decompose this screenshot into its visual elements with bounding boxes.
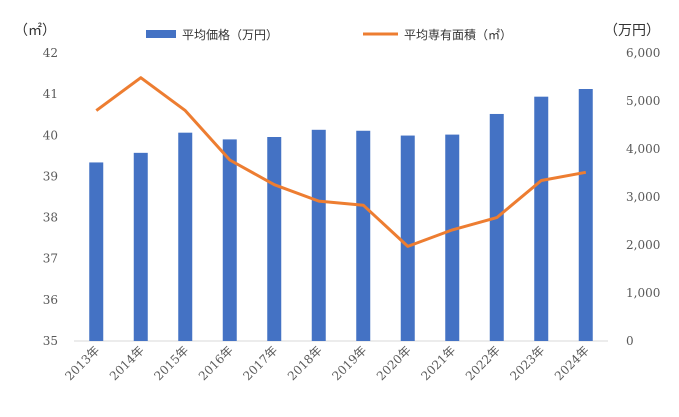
x-tick-label: 2022年: [463, 343, 503, 383]
price-bar: [445, 134, 460, 341]
x-tick-label: 2019年: [329, 343, 369, 383]
x-tick-label: 2023年: [507, 343, 547, 383]
left-tick-label: 37: [43, 252, 58, 266]
price-bar: [89, 162, 104, 341]
x-tick-label: 2013年: [62, 343, 102, 383]
x-tick-label: 2018年: [285, 343, 325, 383]
right-axis-ticks: 0 1,000 2,000 3,000 4,000 5,000 6,000: [626, 46, 660, 348]
right-axis-unit: （万円）: [604, 23, 660, 39]
x-tick-label: 2020年: [374, 343, 414, 383]
price-bar: [489, 113, 504, 342]
x-tick-label: 2024年: [552, 343, 592, 383]
price-bar: [356, 130, 371, 341]
right-tick-label: 0: [626, 334, 634, 348]
price-bar: [178, 132, 193, 341]
left-tick-label: 40: [43, 128, 58, 142]
price-bar: [267, 137, 282, 341]
left-tick-label: 41: [43, 87, 58, 101]
x-tick-label: 2016年: [196, 343, 236, 383]
x-axis-labels: 2013年 2014年 2015年 2016年 2017年 2018年 2019年 2020年…: [62, 343, 591, 383]
left-tick-label: 38: [43, 211, 58, 225]
left-tick-label: 35: [43, 334, 58, 348]
price-bar: [578, 89, 593, 341]
price-bar: [311, 129, 326, 341]
price-bar: [133, 152, 148, 341]
right-tick-label: 5,000: [626, 94, 660, 108]
legend-line-label: 平均専有面積（㎡）: [404, 27, 512, 42]
x-tick-label: 2015年: [151, 343, 191, 383]
price-bars: [89, 89, 593, 342]
right-tick-label: 6,000: [626, 46, 660, 60]
x-tick-label: 2014年: [107, 343, 147, 383]
right-tick-label: 3,000: [626, 190, 660, 204]
right-tick-label: 4,000: [626, 142, 660, 156]
area-series-line: [95, 76, 587, 248]
x-tick-label: 2021年: [418, 343, 458, 383]
right-tick-label: 1,000: [626, 286, 660, 300]
left-axis-unit: （㎡）: [14, 23, 56, 39]
left-tick-label: 36: [43, 293, 58, 307]
price-bar: [534, 96, 549, 342]
legend-bar-label: 平均価格（万円）: [182, 27, 278, 42]
price-bar: [400, 135, 415, 341]
left-tick-label: 42: [43, 46, 58, 60]
legend: 平均価格（万円） 平均専有面積（㎡）: [146, 27, 512, 42]
left-axis-ticks: 35 36 37 38 39 40 41 42: [43, 46, 58, 348]
right-tick-label: 2,000: [626, 238, 660, 252]
price-bar: [222, 139, 237, 341]
legend-bar-swatch: [146, 30, 176, 38]
x-tick-label: 2017年: [240, 343, 280, 383]
left-tick-label: 39: [43, 169, 58, 183]
